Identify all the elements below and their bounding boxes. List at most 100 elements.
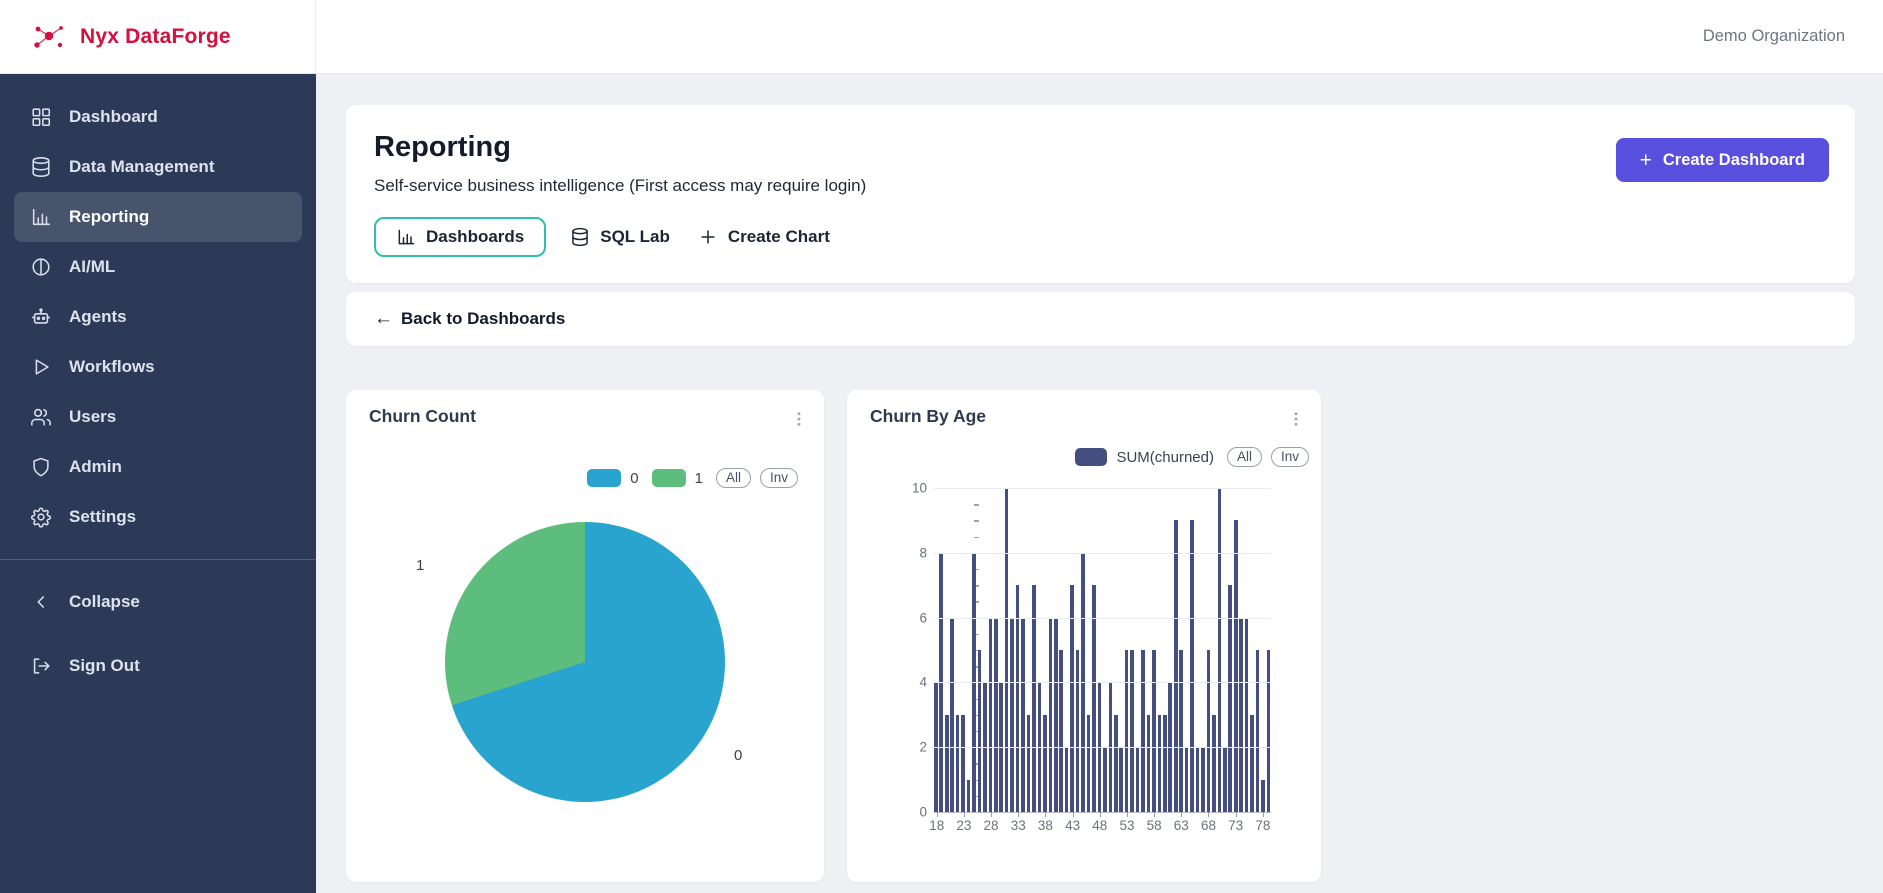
bar-age-28[interactable]: [988, 617, 993, 812]
legend-swatch-sum-churned[interactable]: [1075, 448, 1108, 466]
bar-age-44[interactable]: [1075, 650, 1080, 812]
sidebar-item-users[interactable]: Users: [0, 392, 316, 442]
sidebar-item-label: Agents: [69, 307, 127, 326]
bar-age-36[interactable]: [1032, 585, 1036, 812]
bar-age-57[interactable]: [1146, 714, 1151, 812]
bar-age-74[interactable]: [1239, 617, 1243, 812]
back-to-dashboards-link[interactable]: ← Back to Dashboards: [374, 308, 565, 330]
create-dashboard-button[interactable]: + Create Dashboard: [1615, 138, 1829, 182]
bar-age-78[interactable]: [1261, 779, 1265, 812]
bar-age-46[interactable]: [1086, 714, 1091, 812]
bar-age-63[interactable]: [1179, 650, 1183, 812]
bar-age-26[interactable]: [977, 650, 982, 812]
bar-age-38[interactable]: [1043, 714, 1047, 812]
bar-age-40[interactable]: [1053, 617, 1058, 812]
sidebar-item-agents[interactable]: Agents: [0, 292, 316, 342]
bar-age-79[interactable]: [1266, 650, 1271, 812]
legend-swatch-0[interactable]: [587, 469, 622, 487]
bar-age-66[interactable]: [1195, 747, 1200, 812]
tab-create-chart[interactable]: Create Chart: [694, 218, 834, 256]
bar-age-60[interactable]: [1163, 714, 1167, 812]
bar-age-62[interactable]: [1173, 520, 1178, 812]
sidebar-collapse-button[interactable]: Collapse: [0, 577, 316, 627]
legend-all-button[interactable]: All: [715, 468, 751, 488]
sidebar-item-label: Reporting: [69, 207, 150, 226]
bar-age-39[interactable]: [1048, 617, 1053, 812]
bar-age-43[interactable]: [1070, 585, 1074, 812]
legend-all-button[interactable]: All: [1226, 447, 1262, 467]
x-axis-tick: [1262, 812, 1264, 817]
x-axis-tick: [1072, 812, 1074, 817]
tab-dashboards[interactable]: Dashboards: [374, 217, 547, 257]
bar-age-34[interactable]: [1021, 617, 1025, 812]
legend-inv-button[interactable]: Inv: [1270, 447, 1309, 467]
sidebar-item-ai-ml[interactable]: AI/ML: [0, 242, 316, 292]
bar-age-58[interactable]: [1152, 650, 1156, 812]
sidebar-item-admin[interactable]: Admin: [0, 442, 316, 492]
users-icon: [30, 406, 52, 428]
x-axis-tick: [1181, 812, 1183, 817]
y-axis-minor-tick: [974, 601, 979, 603]
sidebar-item-reporting[interactable]: Reporting: [14, 192, 302, 242]
gridline-y-8: [934, 552, 1271, 554]
x-axis-tick: [1018, 812, 1020, 817]
sidebar-item-workflows[interactable]: Workflows: [0, 342, 316, 392]
bar-age-59[interactable]: [1157, 714, 1162, 812]
bar-age-67[interactable]: [1201, 747, 1205, 812]
bar-age-72[interactable]: [1228, 585, 1233, 812]
gridline-y-4: [934, 682, 1271, 684]
bar-age-54[interactable]: [1130, 650, 1134, 812]
y-axis-minor-tick: [974, 536, 979, 538]
bar-age-73[interactable]: [1233, 520, 1238, 812]
bar-age-70[interactable]: [1217, 488, 1222, 812]
y-axis-label-0: 0: [919, 804, 927, 820]
kebab-menu-icon[interactable]: [790, 406, 808, 432]
sidebar-item-label: Dashboard: [69, 107, 158, 126]
x-axis-label-58: 58: [1146, 818, 1162, 833]
robot-icon: [30, 306, 52, 328]
database-icon: [570, 227, 590, 247]
bar-age-42[interactable]: [1064, 747, 1069, 812]
bar-age-22[interactable]: [955, 714, 960, 812]
churn-count-pie[interactable]: [445, 522, 725, 802]
bar-age-68[interactable]: [1206, 650, 1211, 812]
bar-age-31[interactable]: [1004, 488, 1009, 812]
bar-age-55[interactable]: [1135, 747, 1140, 812]
bar-age-32[interactable]: [1010, 617, 1014, 812]
bar-age-35[interactable]: [1026, 714, 1031, 812]
bar-age-33[interactable]: [1015, 585, 1020, 812]
bar-age-69[interactable]: [1212, 714, 1216, 812]
y-axis-minor-tick: [974, 633, 979, 636]
page-header-card: Reporting Self-service business intellig…: [346, 105, 1855, 283]
bar-age-65[interactable]: [1190, 520, 1194, 812]
sidebar-item-dashboard[interactable]: Dashboard: [0, 92, 316, 142]
bar-age-64[interactable]: [1184, 747, 1189, 812]
bar-age-71[interactable]: [1223, 747, 1227, 812]
bar-age-47[interactable]: [1092, 585, 1096, 812]
bar-age-51[interactable]: [1113, 714, 1118, 812]
bar-age-75[interactable]: [1244, 617, 1249, 812]
sidebar-item-data-management[interactable]: Data Management: [0, 142, 316, 192]
bar-age-21[interactable]: [950, 617, 954, 812]
bar-age-76[interactable]: [1250, 714, 1254, 812]
legend-swatch-1[interactable]: [651, 469, 686, 487]
sidebar-item-settings[interactable]: Settings: [0, 492, 316, 542]
tab-sql-lab[interactable]: SQL Lab: [566, 218, 674, 256]
bar-age-52[interactable]: [1119, 747, 1123, 812]
bar-age-53[interactable]: [1124, 650, 1129, 812]
bar-age-49[interactable]: [1103, 747, 1107, 812]
bar-legend: SUM(churned) All Inv: [1075, 447, 1309, 467]
kebab-menu-icon[interactable]: [1287, 406, 1305, 432]
y-axis-minor-tick: [974, 714, 979, 717]
bar-age-29[interactable]: [993, 617, 998, 812]
bar-age-20[interactable]: [944, 714, 949, 812]
bar-age-24[interactable]: [966, 779, 971, 812]
bar-age-41[interactable]: [1059, 650, 1064, 812]
legend-inv-button[interactable]: Inv: [759, 468, 798, 488]
bar-age-23[interactable]: [961, 714, 965, 812]
pie-slice-label-0: 0: [734, 747, 743, 764]
bar-age-56[interactable]: [1141, 650, 1145, 812]
bar-age-77[interactable]: [1255, 650, 1260, 812]
sign-out-button[interactable]: Sign Out: [0, 641, 316, 691]
